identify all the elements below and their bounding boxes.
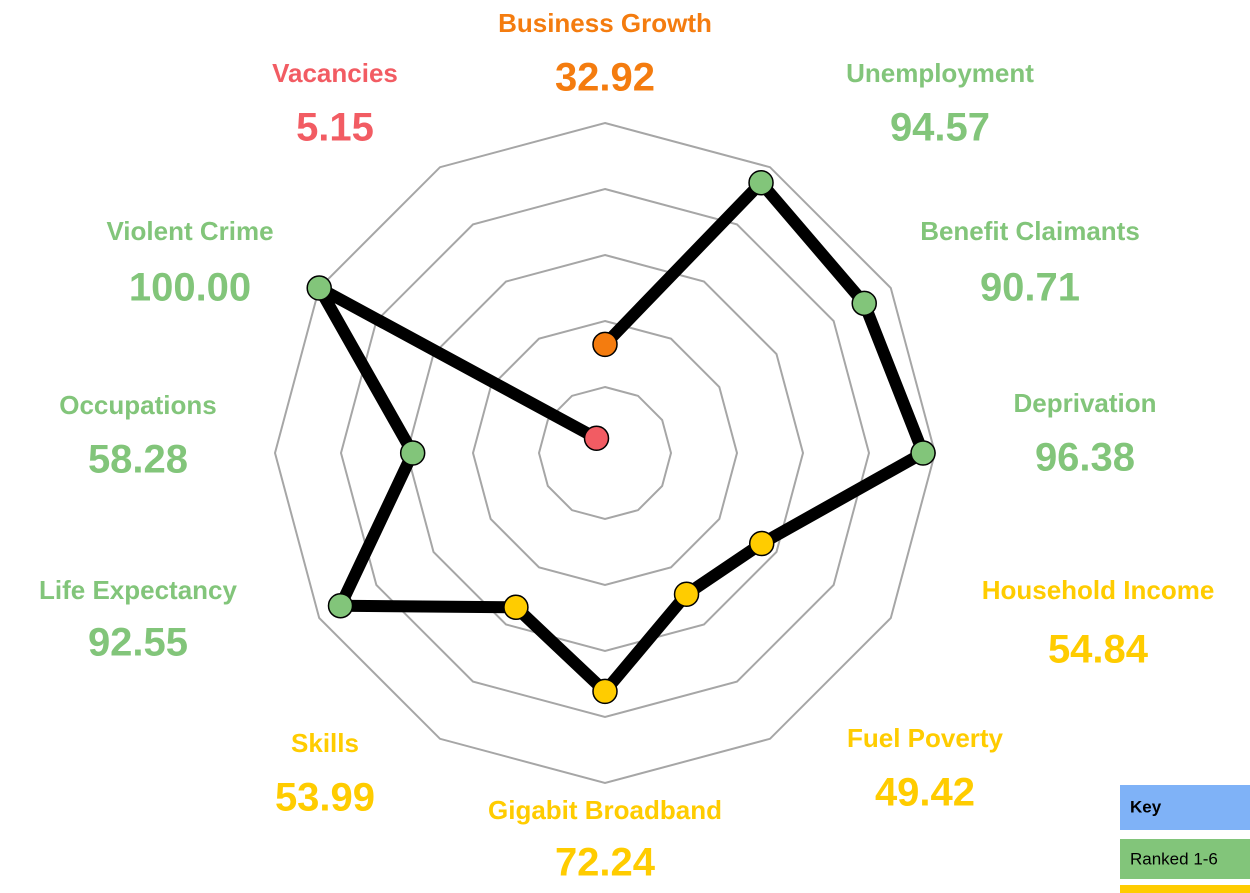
value-label: 90.71 (980, 266, 1080, 310)
grid-ring (537, 385, 673, 521)
data-point (399, 440, 426, 466)
data-point (748, 530, 775, 557)
data-point (673, 581, 700, 607)
value-label: 5.15 (296, 106, 374, 150)
grid-ring (471, 319, 739, 587)
data-point (583, 425, 610, 452)
data-point (910, 440, 936, 466)
data-point (592, 331, 618, 358)
value-label: 49.42 (875, 771, 975, 815)
value-label: 92.55 (88, 621, 188, 665)
value-label: 94.57 (890, 106, 990, 150)
data-point (851, 290, 877, 317)
data-point (327, 592, 354, 619)
data-point (748, 169, 774, 196)
axis-label: Business Growth (498, 8, 712, 38)
series-line (313, 176, 930, 698)
axis-label: Unemployment (846, 58, 1034, 88)
axis-label: Household Income (982, 575, 1215, 605)
value-label: 54.84 (1048, 628, 1149, 672)
key-title: Key (1130, 797, 1162, 816)
data-point (306, 275, 332, 301)
value-label: 100.00 (129, 266, 251, 310)
axis-label: Vacancies (272, 58, 398, 88)
value-label: 58.28 (88, 438, 188, 482)
value-label: 72.24 (555, 841, 656, 885)
key-label: Ranked 1-6 (1130, 849, 1218, 868)
axis-label: Skills (291, 728, 359, 758)
value-label: 32.92 (555, 56, 655, 100)
value-label: 96.38 (1035, 436, 1135, 480)
value-label: 53.99 (275, 776, 375, 820)
axis-label: Deprivation (1013, 388, 1156, 418)
axis-label: Occupations (59, 390, 216, 420)
data-point (592, 678, 618, 705)
key-swatch (1120, 885, 1250, 893)
data-point (503, 594, 529, 621)
key-title-box (1120, 785, 1250, 830)
axis-label: Life Expectancy (39, 575, 238, 605)
axis-label: Benefit Claimants (920, 216, 1140, 246)
axis-label: Gigabit Broadband (488, 795, 722, 825)
axis-label: Violent Crime (106, 216, 273, 246)
key-swatch (1120, 839, 1250, 879)
axis-label: Fuel Poverty (847, 723, 1004, 753)
grid-ring (405, 253, 805, 653)
